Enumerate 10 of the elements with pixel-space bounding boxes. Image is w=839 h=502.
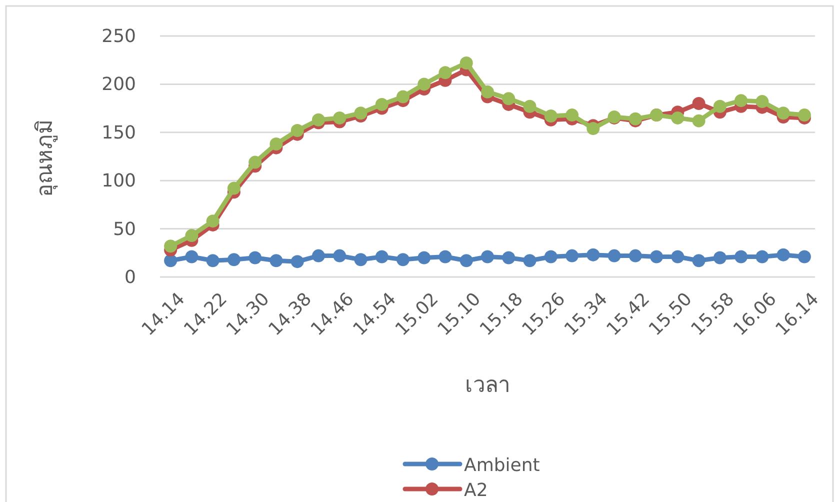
y-tick-label: 200 — [102, 74, 136, 96]
legend-label: A2 — [464, 480, 488, 501]
y-tick-label: 150 — [102, 122, 136, 144]
y-tick-label: 250 — [102, 26, 136, 47]
y-axis-title: อุณหภูมิ — [33, 119, 58, 197]
y-tick-label: 0 — [124, 267, 136, 288]
x-axis-title: เวลา — [465, 373, 510, 398]
y-tick-label: 50 — [113, 218, 136, 240]
legend-label: Ambient — [464, 455, 540, 476]
y-tick-label: 100 — [102, 170, 136, 192]
